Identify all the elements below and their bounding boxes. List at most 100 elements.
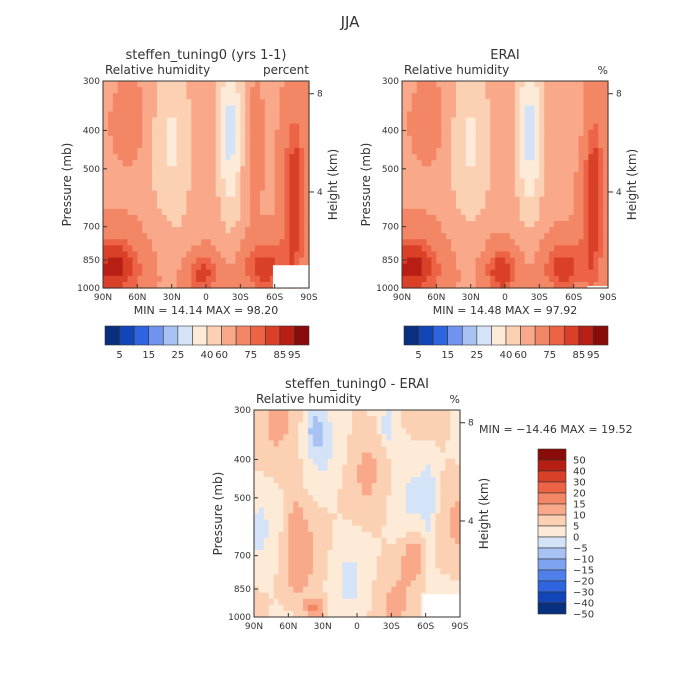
- field-cell: [544, 239, 550, 246]
- field-cell: [240, 105, 246, 113]
- field-cell: [240, 154, 246, 161]
- field-cell: [269, 160, 276, 167]
- field-cell: [210, 105, 217, 113]
- field-cell: [176, 275, 183, 283]
- field-cell: [132, 129, 138, 137]
- field-cell: [366, 574, 373, 582]
- field-cell: [402, 81, 408, 88]
- field-cell: [549, 147, 555, 155]
- field-cell: [558, 281, 565, 289]
- field-cell: [245, 245, 251, 253]
- field-cell: [505, 154, 511, 161]
- field-cell: [166, 196, 173, 204]
- field-cell: [268, 452, 275, 460]
- field-cell: [181, 135, 187, 143]
- field-cell: [103, 111, 109, 119]
- field-cell: [264, 190, 271, 198]
- field-cell: [514, 160, 521, 167]
- field-cell: [455, 87, 462, 94]
- field-cell: [337, 550, 343, 557]
- field-cell: [441, 166, 447, 173]
- field-cell: [573, 178, 580, 186]
- field-cell: [563, 147, 570, 155]
- field-cell: [147, 227, 153, 234]
- field-cell: [303, 464, 309, 472]
- field-cell: [371, 410, 378, 417]
- field-cell: [431, 221, 437, 228]
- field-cell: [534, 275, 540, 283]
- field-cell: [288, 489, 294, 496]
- field-cell: [441, 214, 447, 222]
- field-cell: [337, 464, 343, 472]
- field-cell: [284, 239, 290, 246]
- field-cell: [103, 263, 109, 271]
- field-cell: [402, 196, 408, 204]
- field-cell: [245, 154, 251, 161]
- field-cell: [603, 214, 609, 222]
- field-cell: [588, 147, 594, 155]
- field-cell: [425, 513, 432, 521]
- field-cell: [435, 476, 441, 484]
- field-cell: [112, 99, 119, 106]
- field-cell: [191, 123, 197, 131]
- field-cell: [500, 154, 506, 161]
- field-cell: [410, 562, 417, 569]
- field-cell: [332, 501, 338, 509]
- field-cell: [583, 208, 589, 216]
- field-cell: [298, 513, 304, 521]
- field-cell: [366, 592, 373, 600]
- field-cell: [519, 172, 526, 180]
- field-cell: [245, 172, 251, 180]
- field-cell: [225, 227, 232, 234]
- field-cell: [196, 135, 202, 143]
- field-cell: [544, 141, 550, 149]
- field-cell: [485, 257, 491, 265]
- field-cell: [220, 190, 227, 198]
- field-cell: [396, 476, 402, 484]
- field-cell: [514, 87, 521, 94]
- field-cell: [322, 483, 329, 490]
- field-cell: [495, 135, 501, 143]
- field-cell: [544, 93, 550, 100]
- field-cell: [107, 147, 114, 155]
- field-cell: [288, 513, 294, 521]
- field-cell: [593, 239, 599, 246]
- field-cell: [381, 537, 388, 545]
- field-cell: [524, 129, 531, 137]
- field-cell: [593, 196, 599, 204]
- field-cell: [186, 135, 192, 143]
- field-cell: [588, 281, 594, 289]
- field-cell: [406, 111, 413, 119]
- field-cell: [495, 214, 501, 222]
- field-cell: [225, 269, 232, 277]
- field-cell: [274, 178, 281, 186]
- field-cell: [573, 117, 580, 125]
- field-cell: [381, 598, 388, 606]
- field-cell: [480, 93, 486, 100]
- field-cell: [269, 154, 276, 161]
- field-cell: [240, 81, 246, 88]
- field-cell: [544, 160, 550, 167]
- field-cell: [307, 483, 314, 490]
- field-cell: [225, 99, 232, 106]
- field-cell: [425, 434, 432, 442]
- field-cell: [539, 99, 545, 106]
- field-cell: [563, 245, 570, 253]
- field-cell: [455, 580, 461, 588]
- field-cell: [312, 440, 319, 448]
- field-cell: [529, 251, 536, 259]
- field-cell: [436, 93, 442, 100]
- field-cell: [421, 263, 428, 271]
- field-cell: [254, 531, 260, 539]
- field-cell: [147, 257, 153, 265]
- field-cell: [322, 489, 329, 496]
- field-cell: [441, 117, 447, 125]
- field-cell: [568, 263, 575, 271]
- field-cell: [274, 166, 281, 173]
- field-cell: [337, 446, 343, 454]
- field-cell: [451, 141, 457, 149]
- field-cell: [201, 111, 207, 119]
- field-cell: [142, 281, 148, 289]
- field-cell: [401, 458, 407, 466]
- field-cell: [568, 269, 575, 277]
